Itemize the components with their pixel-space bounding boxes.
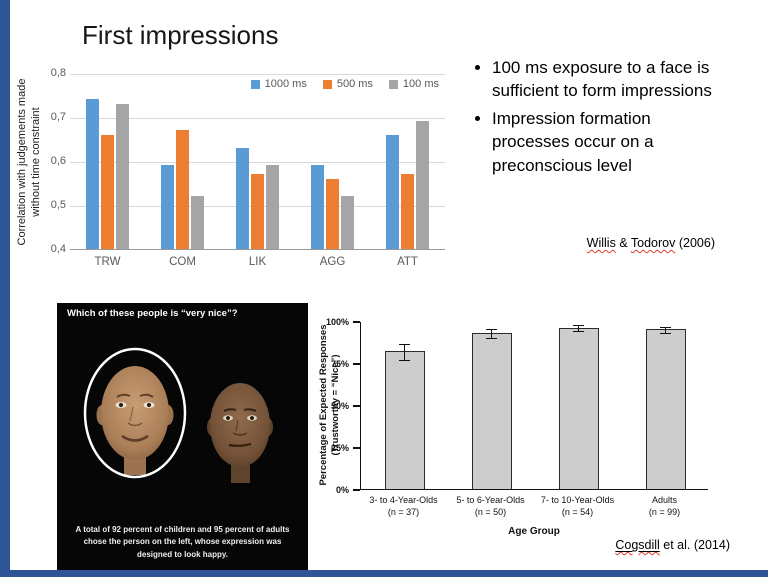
bar-trw-500ms (101, 134, 114, 249)
category-name: Adults (651, 495, 677, 505)
legend-label: 500 ms (336, 78, 373, 90)
bullet-item-2: Impression formation processes occur on … (492, 107, 718, 177)
legend-swatch (388, 79, 398, 89)
right-face-neutral (207, 383, 273, 483)
citation-cogsdill: Cogsdill et al. (2014) (545, 538, 730, 552)
left-face-happy (83, 347, 187, 479)
x-category-label: 7- to 10-Year-Olds (n = 54) (526, 495, 629, 518)
category-n-count: (n = 37) (387, 506, 420, 517)
bar-3-to-4-year-olds (384, 351, 425, 489)
slide-bottom-border (0, 570, 768, 577)
y-tick-label: 100% (325, 317, 349, 327)
category-name: 7- to 10-Year-Olds (540, 495, 615, 505)
y-tick-label: 0,7 (50, 111, 66, 123)
y-tick-mark (353, 489, 360, 491)
y-axis-title-line: Correlation with judgements made (16, 78, 28, 246)
legend-swatch (322, 79, 332, 89)
category-n-count: (n = 50) (474, 506, 507, 517)
bar-att-500ms (401, 174, 414, 249)
x-category-label: AGG (319, 256, 346, 268)
bullet-item-1: 100 ms exposure to a face is sufficient … (492, 56, 718, 103)
bar-agg-500ms (326, 178, 339, 249)
citation-year: (2006) (675, 236, 715, 250)
x-category-label: COM (169, 256, 196, 268)
bar-agg-1000ms (311, 165, 324, 249)
bar-7-to-10-year-olds (558, 327, 599, 489)
bar-lik-1000ms (236, 147, 249, 249)
y-tick-label: 0,6 (50, 155, 66, 167)
bar-5-to-6-year-olds (471, 332, 512, 489)
plot-area: 1000 ms 500 ms 100 ms (70, 74, 445, 250)
error-bar (660, 327, 671, 334)
bar-agg-100ms (341, 196, 354, 249)
faces-figure: Which of these people is “very nice”? (57, 303, 308, 570)
x-category-label: Adults (n = 99) (613, 495, 716, 518)
legend-item: 1000 ms (250, 78, 307, 90)
legend-item: 500 ms (322, 78, 373, 90)
legend-label: 100 ms (402, 78, 439, 90)
legend-item: 100 ms (388, 78, 439, 90)
bar-trw-100ms (116, 103, 129, 249)
error-bar (486, 328, 497, 339)
gridline (70, 162, 445, 163)
category-name: 5- to 6-Year-Olds (456, 495, 525, 505)
legend-swatch (250, 79, 260, 89)
faces-question: Which of these people is “very nice”? (67, 308, 238, 319)
category-name: 3- to 4-Year-Olds (369, 495, 438, 505)
y-tick-label: 0% (335, 485, 349, 495)
x-category-label: LIK (248, 256, 267, 268)
y-tick-label: 75% (330, 359, 349, 369)
x-axis-title: Age Group (508, 526, 560, 537)
y-tick-label: 0,8 (50, 67, 66, 79)
y-tick-mark (353, 363, 360, 365)
misspelled-word: Willis (586, 236, 616, 250)
y-tick-label: 0,4 (50, 243, 66, 255)
x-category-label: ATT (397, 256, 418, 268)
bar-att-100ms (416, 121, 429, 249)
citation-rest: et al. (2014) (659, 538, 730, 552)
x-category-label: TRW (94, 256, 121, 268)
bar-com-1000ms (161, 165, 174, 249)
bar-trw-1000ms (86, 99, 99, 249)
bullet-list: 100 ms exposure to a face is sufficient … (468, 56, 718, 181)
gridline (70, 74, 445, 75)
bar-lik-500ms (251, 174, 264, 249)
bar-com-100ms (191, 196, 204, 249)
misspelled-word: Cogsdill (615, 538, 659, 552)
y-tick-label: 50% (330, 401, 349, 411)
citation-joiner: & (615, 236, 631, 250)
bar-att-1000ms (386, 134, 399, 249)
category-n-count: (n = 99) (648, 506, 681, 517)
y-tick-mark (353, 405, 360, 407)
x-category-label: 3- to 4-Year-Olds (n = 37) (352, 495, 455, 518)
bar-lik-100ms (266, 165, 279, 249)
slide-left-border (0, 0, 10, 577)
age-group-bar-chart: Percentage of Expected Responses (Trustw… (315, 312, 745, 552)
x-category-label: 5- to 6-Year-Olds (n = 50) (439, 495, 542, 518)
y-tick-label: 25% (330, 443, 349, 453)
error-bar (573, 325, 584, 333)
legend-label: 1000 ms (264, 78, 307, 90)
error-bar (399, 343, 410, 361)
chart-legend: 1000 ms 500 ms 100 ms (250, 78, 439, 90)
plot-area (353, 321, 708, 491)
gridline (70, 118, 445, 119)
cogsdill-link[interactable]: Cogsdill (615, 538, 660, 552)
bar-adults (645, 329, 686, 489)
faces-caption: A total of 92 percent of children and 95… (75, 524, 290, 560)
correlation-bar-chart: Correlation with judgements made without… (16, 60, 464, 280)
slide-title: First impressions (82, 20, 279, 50)
y-tick-mark (353, 447, 360, 449)
category-n-count: (n = 54) (561, 506, 594, 517)
two-faces-image (83, 347, 273, 483)
y-tick-label: 0,5 (50, 199, 66, 211)
y-tick-mark (353, 321, 360, 323)
bar-com-500ms (176, 130, 189, 249)
citation-willis-todorov: Willis & Todorov (2006) (460, 236, 715, 250)
misspelled-word: Todorov (630, 236, 676, 250)
white-ellipse-highlight (83, 347, 187, 479)
